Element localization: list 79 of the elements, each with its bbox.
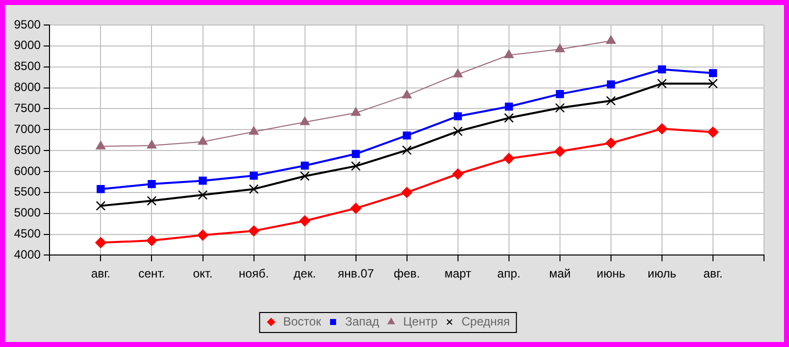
y-tick-label: 6000 <box>14 164 42 178</box>
point <box>656 123 668 134</box>
point <box>95 237 106 248</box>
y-tick-label: 4000 <box>14 248 42 262</box>
point <box>248 225 260 236</box>
x-tick-label: окт. <box>192 266 213 281</box>
point <box>453 126 463 136</box>
x-tick-label: май <box>549 266 571 281</box>
point <box>197 230 208 241</box>
point <box>453 68 463 78</box>
y-tick-label: 4500 <box>14 226 42 241</box>
legend-label: Восток <box>283 314 322 328</box>
point <box>96 185 105 194</box>
x-tick-label: авг. <box>703 266 723 281</box>
x-tick-label: фев. <box>394 266 420 281</box>
point <box>708 69 718 78</box>
point <box>454 112 462 120</box>
point <box>504 113 514 123</box>
y-tick-label: 8000 <box>14 80 42 94</box>
y-tick-label: 7000 <box>14 122 42 136</box>
y-tick-label: 6500 <box>14 142 42 157</box>
point <box>146 140 157 149</box>
x-tick-label: июль <box>648 266 676 281</box>
point <box>402 131 411 140</box>
point <box>96 140 106 150</box>
point <box>146 235 158 246</box>
point <box>504 50 514 58</box>
point <box>555 44 565 52</box>
point <box>658 65 666 74</box>
point <box>248 126 259 135</box>
point <box>707 126 718 138</box>
x-tick-label: июнь <box>596 266 626 281</box>
point <box>708 78 718 88</box>
point <box>300 162 309 170</box>
y-tick-label: 9500 <box>14 17 42 32</box>
point <box>402 145 412 155</box>
x-tick-label: сент. <box>138 266 166 281</box>
legend-label: Запад <box>345 314 380 328</box>
point <box>146 196 157 206</box>
x-tick-label: авг. <box>91 266 110 281</box>
point <box>606 96 616 106</box>
point <box>605 138 616 149</box>
point <box>352 150 360 158</box>
point <box>198 190 208 200</box>
point <box>504 102 513 111</box>
point <box>96 200 106 211</box>
point <box>198 176 207 185</box>
x-tick-label: дек. <box>294 266 316 281</box>
y-tick-label: 5000 <box>14 206 42 220</box>
point <box>299 215 310 226</box>
point <box>606 35 616 44</box>
point <box>300 116 310 126</box>
point <box>350 161 361 171</box>
x-tick-label: нояб. <box>238 266 269 281</box>
legend-label: Средняя <box>462 314 510 328</box>
point <box>503 153 514 164</box>
point <box>350 107 361 116</box>
point <box>198 136 208 145</box>
point <box>248 184 259 194</box>
point <box>148 180 156 188</box>
point <box>556 90 564 98</box>
point <box>657 78 667 88</box>
point <box>555 103 565 113</box>
point <box>452 168 464 180</box>
legend-label: Центр <box>403 314 438 328</box>
point <box>350 202 362 214</box>
y-tick-label: 5500 <box>14 184 42 199</box>
x-tick-label: янв.07 <box>338 266 374 281</box>
point <box>402 90 412 98</box>
y-tick-label: 8500 <box>14 59 42 74</box>
point <box>401 186 412 198</box>
y-tick-label: 7500 <box>14 101 42 116</box>
y-tick-label: 9000 <box>14 38 42 52</box>
point <box>606 80 615 88</box>
x-tick-label: апр. <box>497 266 520 281</box>
point <box>554 146 566 157</box>
point <box>300 171 310 181</box>
x-tick-label: март <box>444 266 472 281</box>
point <box>250 172 258 180</box>
